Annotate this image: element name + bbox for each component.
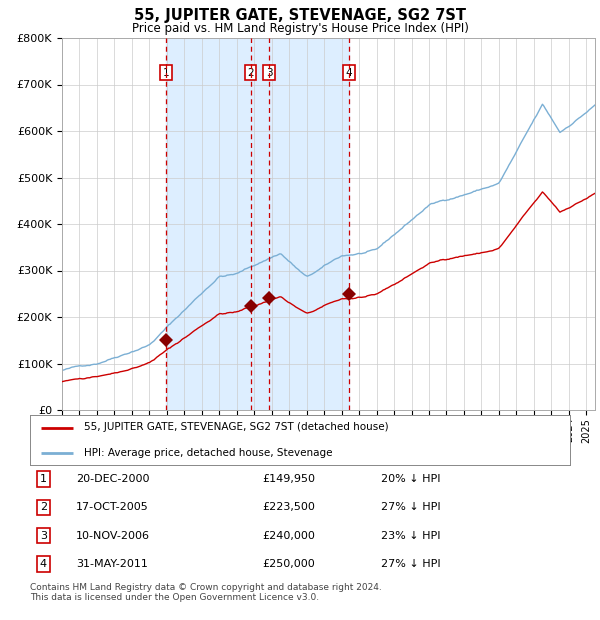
Text: 17-OCT-2005: 17-OCT-2005: [76, 502, 149, 512]
Text: 10-NOV-2006: 10-NOV-2006: [76, 531, 150, 541]
Text: 23% ↓ HPI: 23% ↓ HPI: [381, 531, 440, 541]
Text: 20-DEC-2000: 20-DEC-2000: [76, 474, 149, 484]
Text: £250,000: £250,000: [262, 559, 315, 569]
Text: 27% ↓ HPI: 27% ↓ HPI: [381, 502, 440, 512]
Text: Price paid vs. HM Land Registry's House Price Index (HPI): Price paid vs. HM Land Registry's House …: [131, 22, 469, 35]
Text: 27% ↓ HPI: 27% ↓ HPI: [381, 559, 440, 569]
Text: 1: 1: [163, 68, 170, 78]
Text: Contains HM Land Registry data © Crown copyright and database right 2024.
This d: Contains HM Land Registry data © Crown c…: [30, 583, 382, 603]
Text: 55, JUPITER GATE, STEVENAGE, SG2 7ST (detached house): 55, JUPITER GATE, STEVENAGE, SG2 7ST (de…: [84, 422, 389, 433]
Text: 20% ↓ HPI: 20% ↓ HPI: [381, 474, 440, 484]
Text: 4: 4: [346, 68, 352, 78]
Text: 1: 1: [40, 474, 47, 484]
Text: 3: 3: [266, 68, 272, 78]
Text: 4: 4: [40, 559, 47, 569]
Bar: [166, 38, 349, 410]
Text: 2: 2: [40, 502, 47, 512]
Text: 31-MAY-2011: 31-MAY-2011: [76, 559, 148, 569]
Text: £240,000: £240,000: [262, 531, 315, 541]
Text: 3: 3: [40, 531, 47, 541]
Text: £223,500: £223,500: [262, 502, 315, 512]
Text: 2: 2: [247, 68, 254, 78]
Text: 55, JUPITER GATE, STEVENAGE, SG2 7ST: 55, JUPITER GATE, STEVENAGE, SG2 7ST: [134, 8, 466, 23]
Text: HPI: Average price, detached house, Stevenage: HPI: Average price, detached house, Stev…: [84, 448, 332, 458]
Text: £149,950: £149,950: [262, 474, 315, 484]
